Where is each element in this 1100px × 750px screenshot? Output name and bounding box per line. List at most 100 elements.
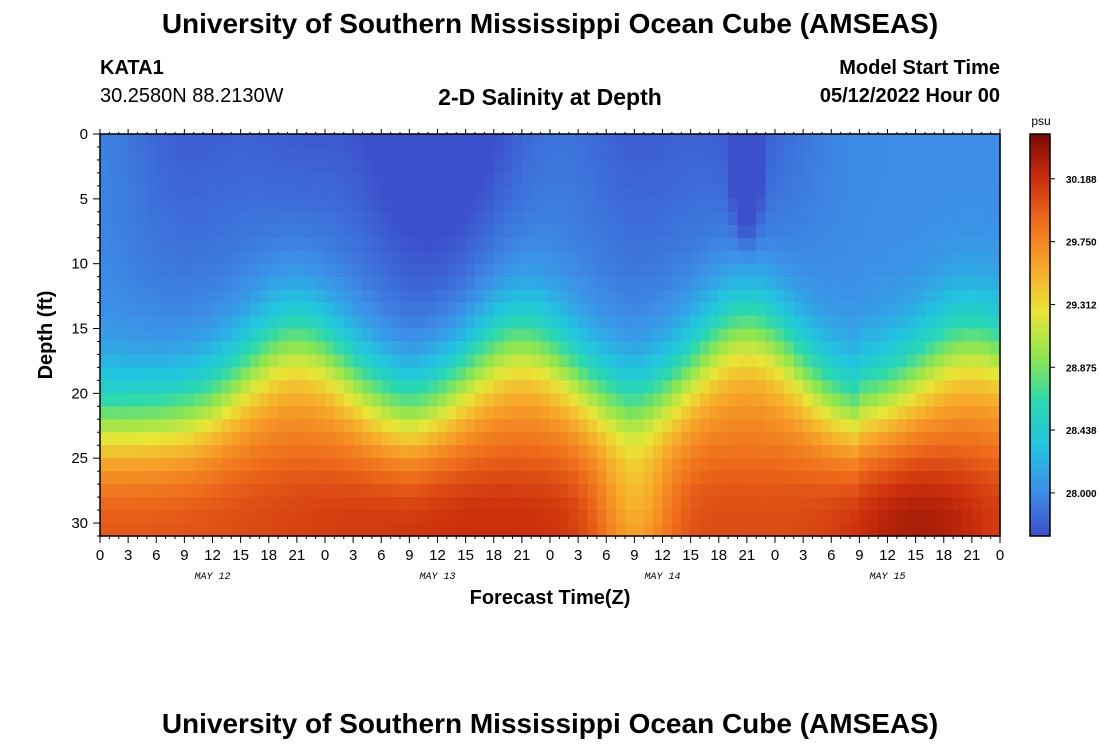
heatmap-cell (156, 380, 167, 394)
heatmap-cell (840, 198, 851, 213)
heatmap-cell (418, 315, 429, 330)
heatmap-cell (137, 224, 148, 239)
heatmap-cell (981, 380, 992, 394)
heatmap-cell (943, 367, 954, 381)
heatmap-cell (100, 484, 110, 498)
heatmap-cell (540, 445, 551, 459)
heatmap-cell (465, 354, 476, 369)
heatmap-cell (409, 250, 420, 265)
heatmap-cell (559, 146, 570, 161)
heatmap-cell (971, 510, 982, 524)
heatmap-cell (803, 432, 814, 446)
heatmap-cell (859, 367, 870, 381)
heatmap-cell (231, 302, 242, 317)
heatmap-cell (409, 393, 420, 407)
heatmap-cell (681, 484, 692, 498)
heatmap-cell (428, 224, 439, 239)
heatmap-cell (306, 328, 317, 343)
heatmap-cell (681, 432, 692, 446)
heatmap-cell (615, 341, 626, 356)
heatmap-cell (371, 276, 382, 291)
heatmap-cell (475, 484, 485, 498)
heatmap-cell (109, 523, 120, 537)
heatmap-cell (175, 250, 185, 265)
heatmap-cell (709, 419, 720, 433)
heatmap-cell (887, 250, 898, 265)
heatmap-cell (634, 328, 645, 343)
heatmap-cell (128, 185, 139, 200)
heatmap-cell (878, 471, 889, 485)
heatmap-cell (184, 224, 195, 239)
heatmap-cell (746, 419, 757, 433)
heatmap-cell (887, 224, 898, 239)
heatmap-cell (765, 315, 776, 330)
heatmap-cell (765, 198, 776, 213)
heatmap-cell (662, 354, 673, 369)
heatmap-cell (203, 523, 214, 537)
heatmap-cell (193, 198, 204, 213)
heatmap-cell (990, 315, 1001, 330)
heatmap-cell (531, 354, 542, 369)
heatmap-cell (100, 354, 110, 369)
heatmap-cell (446, 134, 457, 148)
heatmap-cell (475, 419, 485, 433)
heatmap-cell (325, 302, 335, 317)
heatmap-cell (231, 406, 242, 420)
heatmap-cell (990, 393, 1001, 407)
heatmap-cell (531, 146, 542, 161)
heatmap-cell (728, 458, 739, 472)
heatmap-cell (250, 289, 260, 304)
heatmap-cell (100, 185, 110, 200)
heatmap-cell (175, 289, 185, 304)
heatmap-cell (971, 172, 982, 187)
heatmap-cell (400, 328, 410, 343)
heatmap-cell (943, 315, 954, 330)
heatmap-cell (109, 276, 120, 291)
heatmap-cell (231, 484, 242, 498)
heatmap-cell (493, 471, 504, 485)
heatmap-cell (803, 328, 814, 343)
heatmap-cell (906, 328, 917, 343)
heatmap-cell (756, 484, 767, 498)
heatmap-cell (212, 263, 223, 278)
heatmap-cell (550, 276, 560, 291)
heatmap-cell (915, 432, 926, 446)
heatmap-cell (268, 484, 279, 498)
heatmap-cell (137, 198, 148, 213)
heatmap-cell (315, 393, 326, 407)
heatmap-cell (212, 510, 223, 524)
heatmap-cell (146, 523, 157, 537)
heatmap-cell (259, 497, 270, 511)
heatmap-cell (193, 419, 204, 433)
heatmap-cell (250, 497, 260, 511)
day-label: MAY 14 (644, 572, 680, 583)
heatmap-cell (803, 471, 814, 485)
heatmap-cell (878, 354, 889, 369)
heatmap-cell (165, 354, 176, 369)
heatmap-cell (334, 497, 345, 511)
heatmap-cell (859, 159, 870, 174)
heatmap-cell (221, 263, 232, 278)
heatmap-cell (446, 393, 457, 407)
heatmap-cell (503, 237, 514, 252)
heatmap-cell (156, 458, 167, 472)
heatmap-cell (793, 276, 804, 291)
heatmap-cell (737, 302, 748, 317)
heatmap-cell (981, 289, 992, 304)
heatmap-cell (962, 302, 973, 317)
heatmap-cell (709, 289, 720, 304)
heatmap-cell (156, 198, 167, 213)
heatmap-cell (756, 341, 767, 356)
heatmap-cell (700, 341, 710, 356)
heatmap-cell (287, 432, 298, 446)
heatmap-cell (175, 510, 185, 524)
heatmap-cell (296, 445, 307, 459)
colorbar-tick-label: 29.750 (1066, 238, 1097, 249)
x-tick-label: 15 (907, 547, 924, 564)
heatmap-cell (943, 211, 954, 226)
heatmap-cell (728, 341, 739, 356)
heatmap-cell (568, 484, 579, 498)
heatmap-cell (981, 211, 992, 226)
heatmap-cell (681, 159, 692, 174)
heatmap-cell (390, 224, 401, 239)
